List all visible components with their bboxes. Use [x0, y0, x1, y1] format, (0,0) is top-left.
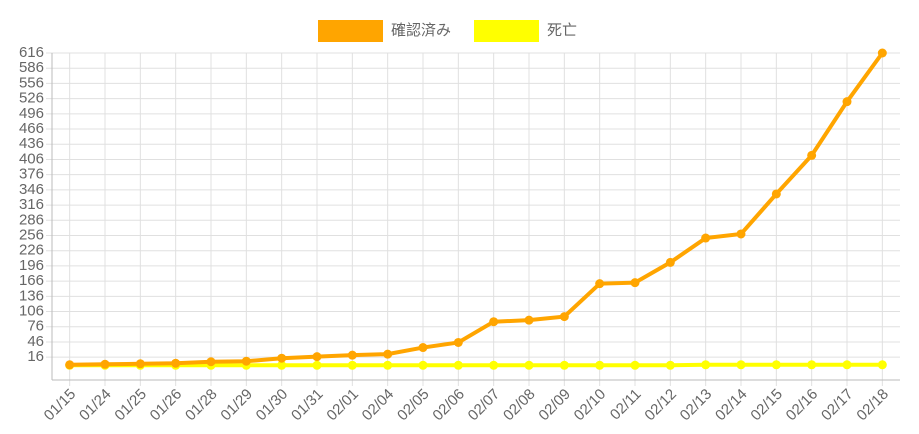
y-tick-label: 76: [27, 318, 44, 335]
data-point: [489, 317, 499, 327]
x-tick-label: 01/29: [217, 386, 256, 425]
x-tick-label: 02/07: [465, 386, 504, 425]
data-point: [418, 360, 428, 370]
x-tick-label: 01/28: [182, 386, 221, 425]
x-tick-label: 01/25: [111, 386, 150, 425]
x-tick-label: 02/12: [641, 386, 680, 425]
x-tick-label: 02/10: [571, 386, 610, 425]
data-point: [277, 353, 287, 363]
y-tick-label: 256: [19, 226, 44, 243]
data-point: [701, 233, 711, 243]
data-point: [559, 312, 569, 322]
data-point: [771, 189, 781, 199]
y-tick-label: 226: [19, 242, 44, 259]
x-tick-label: 02/16: [783, 386, 822, 425]
y-tick-label: 496: [19, 105, 44, 122]
data-point: [701, 360, 711, 370]
data-point: [383, 349, 393, 359]
data-point: [524, 315, 534, 325]
data-point: [418, 343, 428, 353]
x-tick-label: 01/26: [147, 386, 186, 425]
y-tick-label: 406: [19, 150, 44, 167]
series-line: [69, 51, 884, 367]
y-tick-label: 616: [19, 44, 44, 61]
data-point: [665, 257, 675, 267]
legend-label: 死亡: [547, 22, 577, 39]
x-tick-label: 02/01: [323, 386, 362, 425]
data-point: [665, 360, 675, 370]
x-tick-label: 01/31: [288, 386, 327, 425]
data-point: [171, 358, 181, 368]
data-point: [453, 337, 463, 347]
y-tick-label: 436: [19, 135, 44, 152]
y-tick-label: 556: [19, 74, 44, 91]
y-tick-label: 346: [19, 181, 44, 198]
data-point: [453, 360, 463, 370]
y-tick-label: 166: [19, 272, 44, 289]
data-point: [595, 360, 605, 370]
legend-swatch: [318, 20, 383, 42]
data-point: [312, 360, 322, 370]
data-point: [771, 360, 781, 370]
data-point: [277, 360, 287, 370]
x-tick-label: 02/09: [535, 386, 574, 425]
data-point: [383, 360, 393, 370]
data-point: [630, 360, 640, 370]
y-tick-label: 136: [19, 287, 44, 304]
data-point: [135, 359, 145, 369]
x-tick-label: 02/04: [359, 386, 398, 425]
data-point: [206, 357, 216, 367]
x-tick-label: 01/30: [253, 386, 292, 425]
y-tick-label: 466: [19, 120, 44, 137]
x-tick-label: 02/08: [500, 386, 539, 425]
y-tick-label: 46: [27, 333, 44, 350]
data-point: [807, 150, 817, 160]
x-tick-label: 02/05: [394, 386, 433, 425]
y-tick-label: 196: [19, 257, 44, 274]
legend-swatch: [474, 20, 539, 42]
x-tick-label: 01/15: [41, 386, 80, 425]
x-tick-label: 02/13: [677, 386, 716, 425]
x-tick-label: 02/14: [712, 386, 751, 425]
data-point: [736, 360, 746, 370]
series-line: [69, 362, 883, 368]
data-point: [559, 360, 569, 370]
data-point: [312, 352, 322, 362]
data-point: [489, 360, 499, 370]
y-tick-label: 316: [19, 196, 44, 213]
data-point: [842, 360, 852, 370]
data-point: [595, 279, 605, 289]
x-tick-label: 02/18: [853, 386, 892, 425]
data-point: [877, 48, 887, 58]
y-tick-label: 16: [27, 348, 44, 365]
data-point: [524, 360, 534, 370]
x-tick-label: 02/15: [747, 386, 786, 425]
y-tick-label: 526: [19, 90, 44, 107]
data-point: [100, 359, 110, 369]
y-tick-label: 586: [19, 59, 44, 76]
x-tick-label: 02/11: [607, 386, 645, 424]
data-point: [630, 278, 640, 288]
data-point: [347, 350, 357, 360]
data-point: [807, 360, 817, 370]
y-tick-label: 286: [19, 211, 44, 228]
y-tick-label: 376: [19, 166, 44, 183]
data-point: [65, 360, 75, 370]
legend-label: 確認済み: [391, 22, 451, 39]
data-point: [736, 229, 746, 239]
y-tick-label: 106: [19, 303, 44, 320]
data-point: [347, 360, 357, 370]
x-tick-label: 02/06: [429, 386, 468, 425]
data-point: [842, 97, 852, 107]
data-point: [877, 360, 887, 370]
data-point: [241, 356, 251, 366]
x-tick-label: 01/24: [76, 386, 115, 425]
x-tick-label: 02/17: [818, 386, 857, 425]
